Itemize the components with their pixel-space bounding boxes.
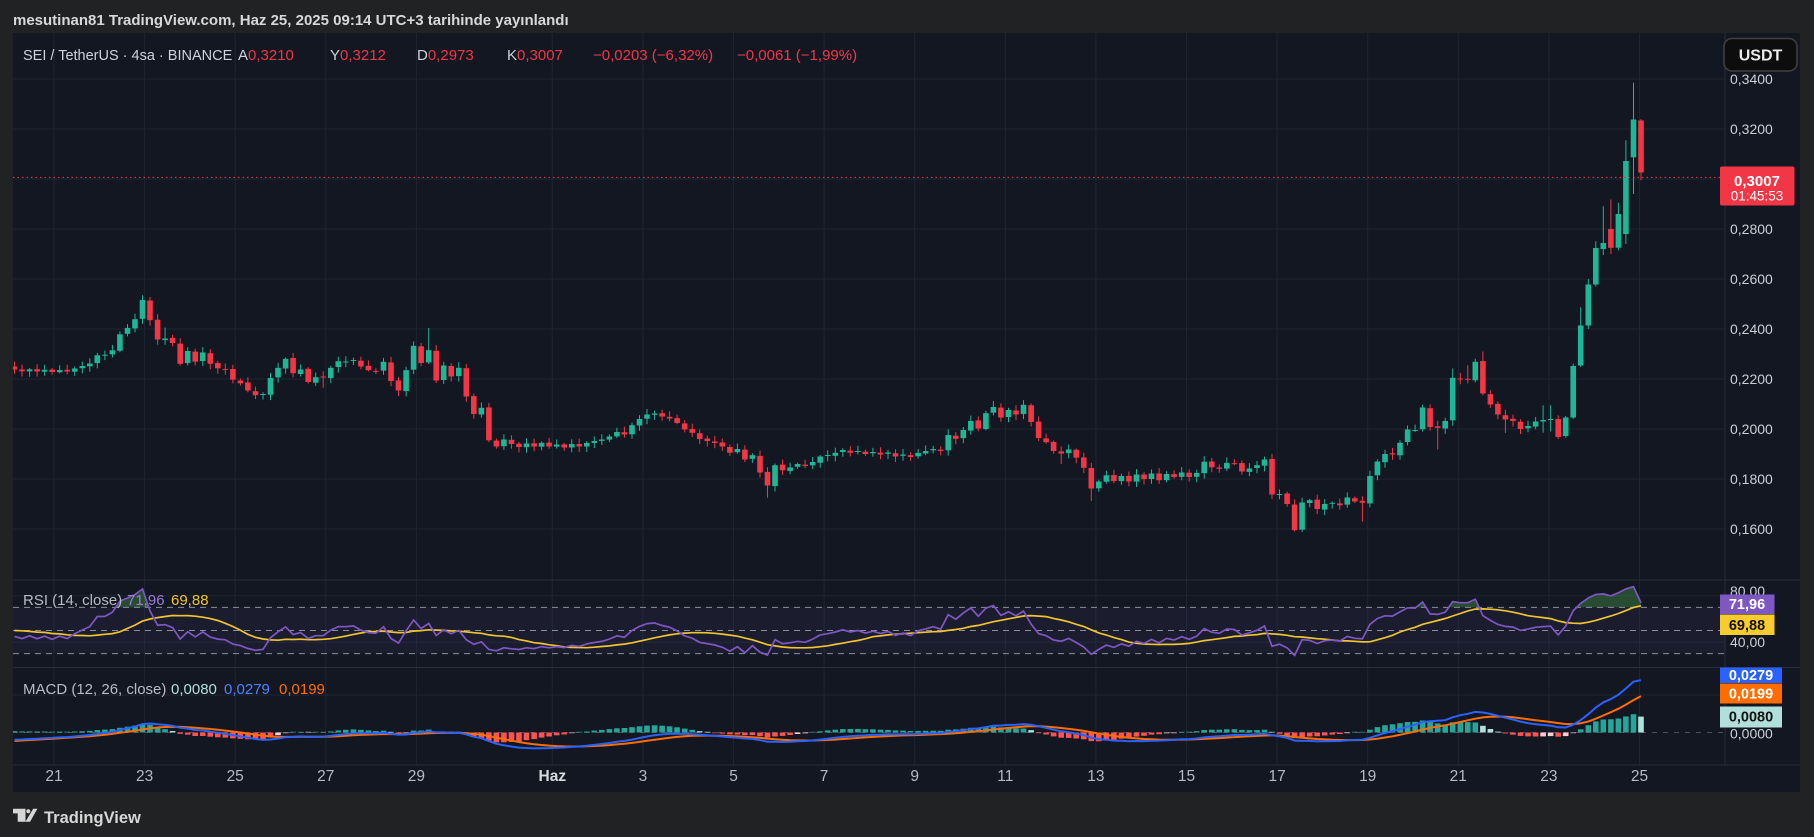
svg-text:21: 21 [1450,768,1467,785]
svg-text:Haz: Haz [539,768,567,785]
svg-text:27: 27 [317,768,334,785]
svg-text:0,0199: 0,0199 [1729,687,1773,703]
svg-text:0,1600: 0,1600 [1730,521,1773,537]
svg-text:15: 15 [1178,768,1195,785]
svg-text:0,2000: 0,2000 [1730,421,1773,437]
svg-text:29: 29 [408,768,425,785]
svg-text:0,2200: 0,2200 [1730,371,1773,387]
svg-text:23: 23 [136,768,153,785]
svg-text:0,0279: 0,0279 [1729,668,1773,684]
svg-text:23: 23 [1540,768,1557,785]
svg-text:5: 5 [729,768,738,785]
svg-text:−0,0061 (−1,99%): −0,0061 (−1,99%) [737,47,857,64]
svg-text:0,3400: 0,3400 [1730,71,1773,87]
svg-text:11: 11 [997,768,1013,785]
svg-text:0,0000: 0,0000 [1730,725,1773,741]
svg-text:mesutinan81 TradingView.com, H: mesutinan81 TradingView.com, Haz 25, 202… [13,12,569,29]
svg-text:Y0,3212: Y0,3212 [330,47,386,64]
svg-text:21: 21 [45,768,62,785]
svg-text:17: 17 [1268,768,1285,785]
svg-text:19: 19 [1359,768,1376,785]
svg-text:0,2800: 0,2800 [1730,221,1773,237]
svg-text:SEI / TetherUS · 4sa · BINANCE: SEI / TetherUS · 4sa · BINANCE [23,48,233,64]
svg-text:D0,2973: D0,2973 [417,47,474,64]
svg-text:0,3200: 0,3200 [1730,121,1773,137]
svg-text:0,3007: 0,3007 [1734,173,1780,190]
svg-text:01:45:53: 01:45:53 [1731,189,1784,204]
svg-text:7: 7 [820,768,829,785]
svg-text:13: 13 [1087,768,1104,785]
svg-text:0,2400: 0,2400 [1730,321,1773,337]
svg-text:K0,3007: K0,3007 [507,47,563,64]
svg-text:0,0080: 0,0080 [1729,710,1773,726]
svg-text:25: 25 [227,768,244,785]
svg-text:0,1800: 0,1800 [1730,471,1773,487]
svg-text:25: 25 [1631,768,1648,785]
svg-text:−0,0203 (−6,32%): −0,0203 (−6,32%) [593,47,713,64]
svg-text:USDT: USDT [1739,48,1783,65]
svg-text:0,2600: 0,2600 [1730,271,1773,287]
svg-text:9: 9 [910,768,919,785]
svg-text:3: 3 [639,768,648,785]
svg-text:A0,3210: A0,3210 [238,47,294,64]
svg-text:69,88: 69,88 [1729,618,1765,634]
svg-text:40,00: 40,00 [1730,634,1765,650]
svg-text:TradingView: TradingView [44,809,141,827]
svg-text:71,96: 71,96 [1729,597,1765,613]
